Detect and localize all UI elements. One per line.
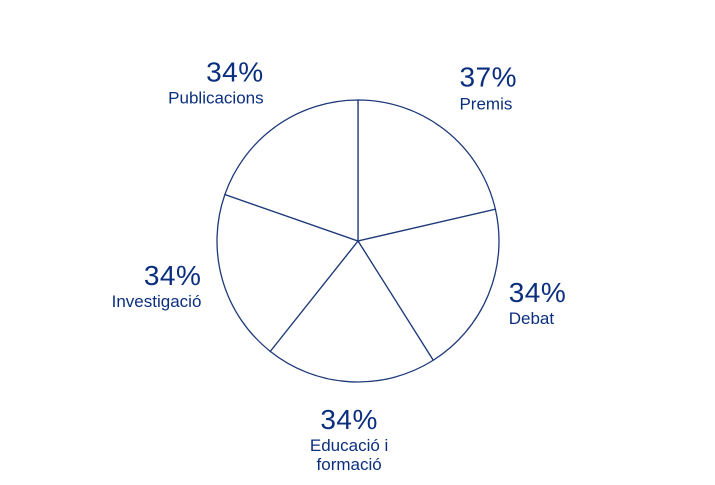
value-label: 37% [459, 61, 517, 93]
category-label: Educació i formació [309, 435, 389, 475]
slice-label: 34% Debat [509, 277, 567, 329]
pie-slice [224, 99, 359, 242]
slice-label: 34% Investigació [112, 260, 202, 312]
pie-slice [357, 99, 497, 242]
pie-slice [216, 193, 360, 353]
category-label: Premis [459, 93, 513, 113]
slice-label: 34% Publicacions [168, 56, 263, 108]
value-label: 34% [206, 56, 264, 88]
slice-label: 34% Educació i formació [299, 404, 399, 475]
value-label: 34% [508, 277, 567, 309]
slice-label: 37% Premis [459, 62, 517, 114]
pie-slice [356, 208, 500, 362]
pie-slice [269, 239, 435, 383]
category-label: Debat [508, 309, 555, 329]
category-label: Investigació [111, 292, 202, 312]
category-label: Publicacions [168, 88, 264, 108]
value-label: 34% [143, 260, 202, 292]
value-label: 34% [320, 403, 378, 435]
